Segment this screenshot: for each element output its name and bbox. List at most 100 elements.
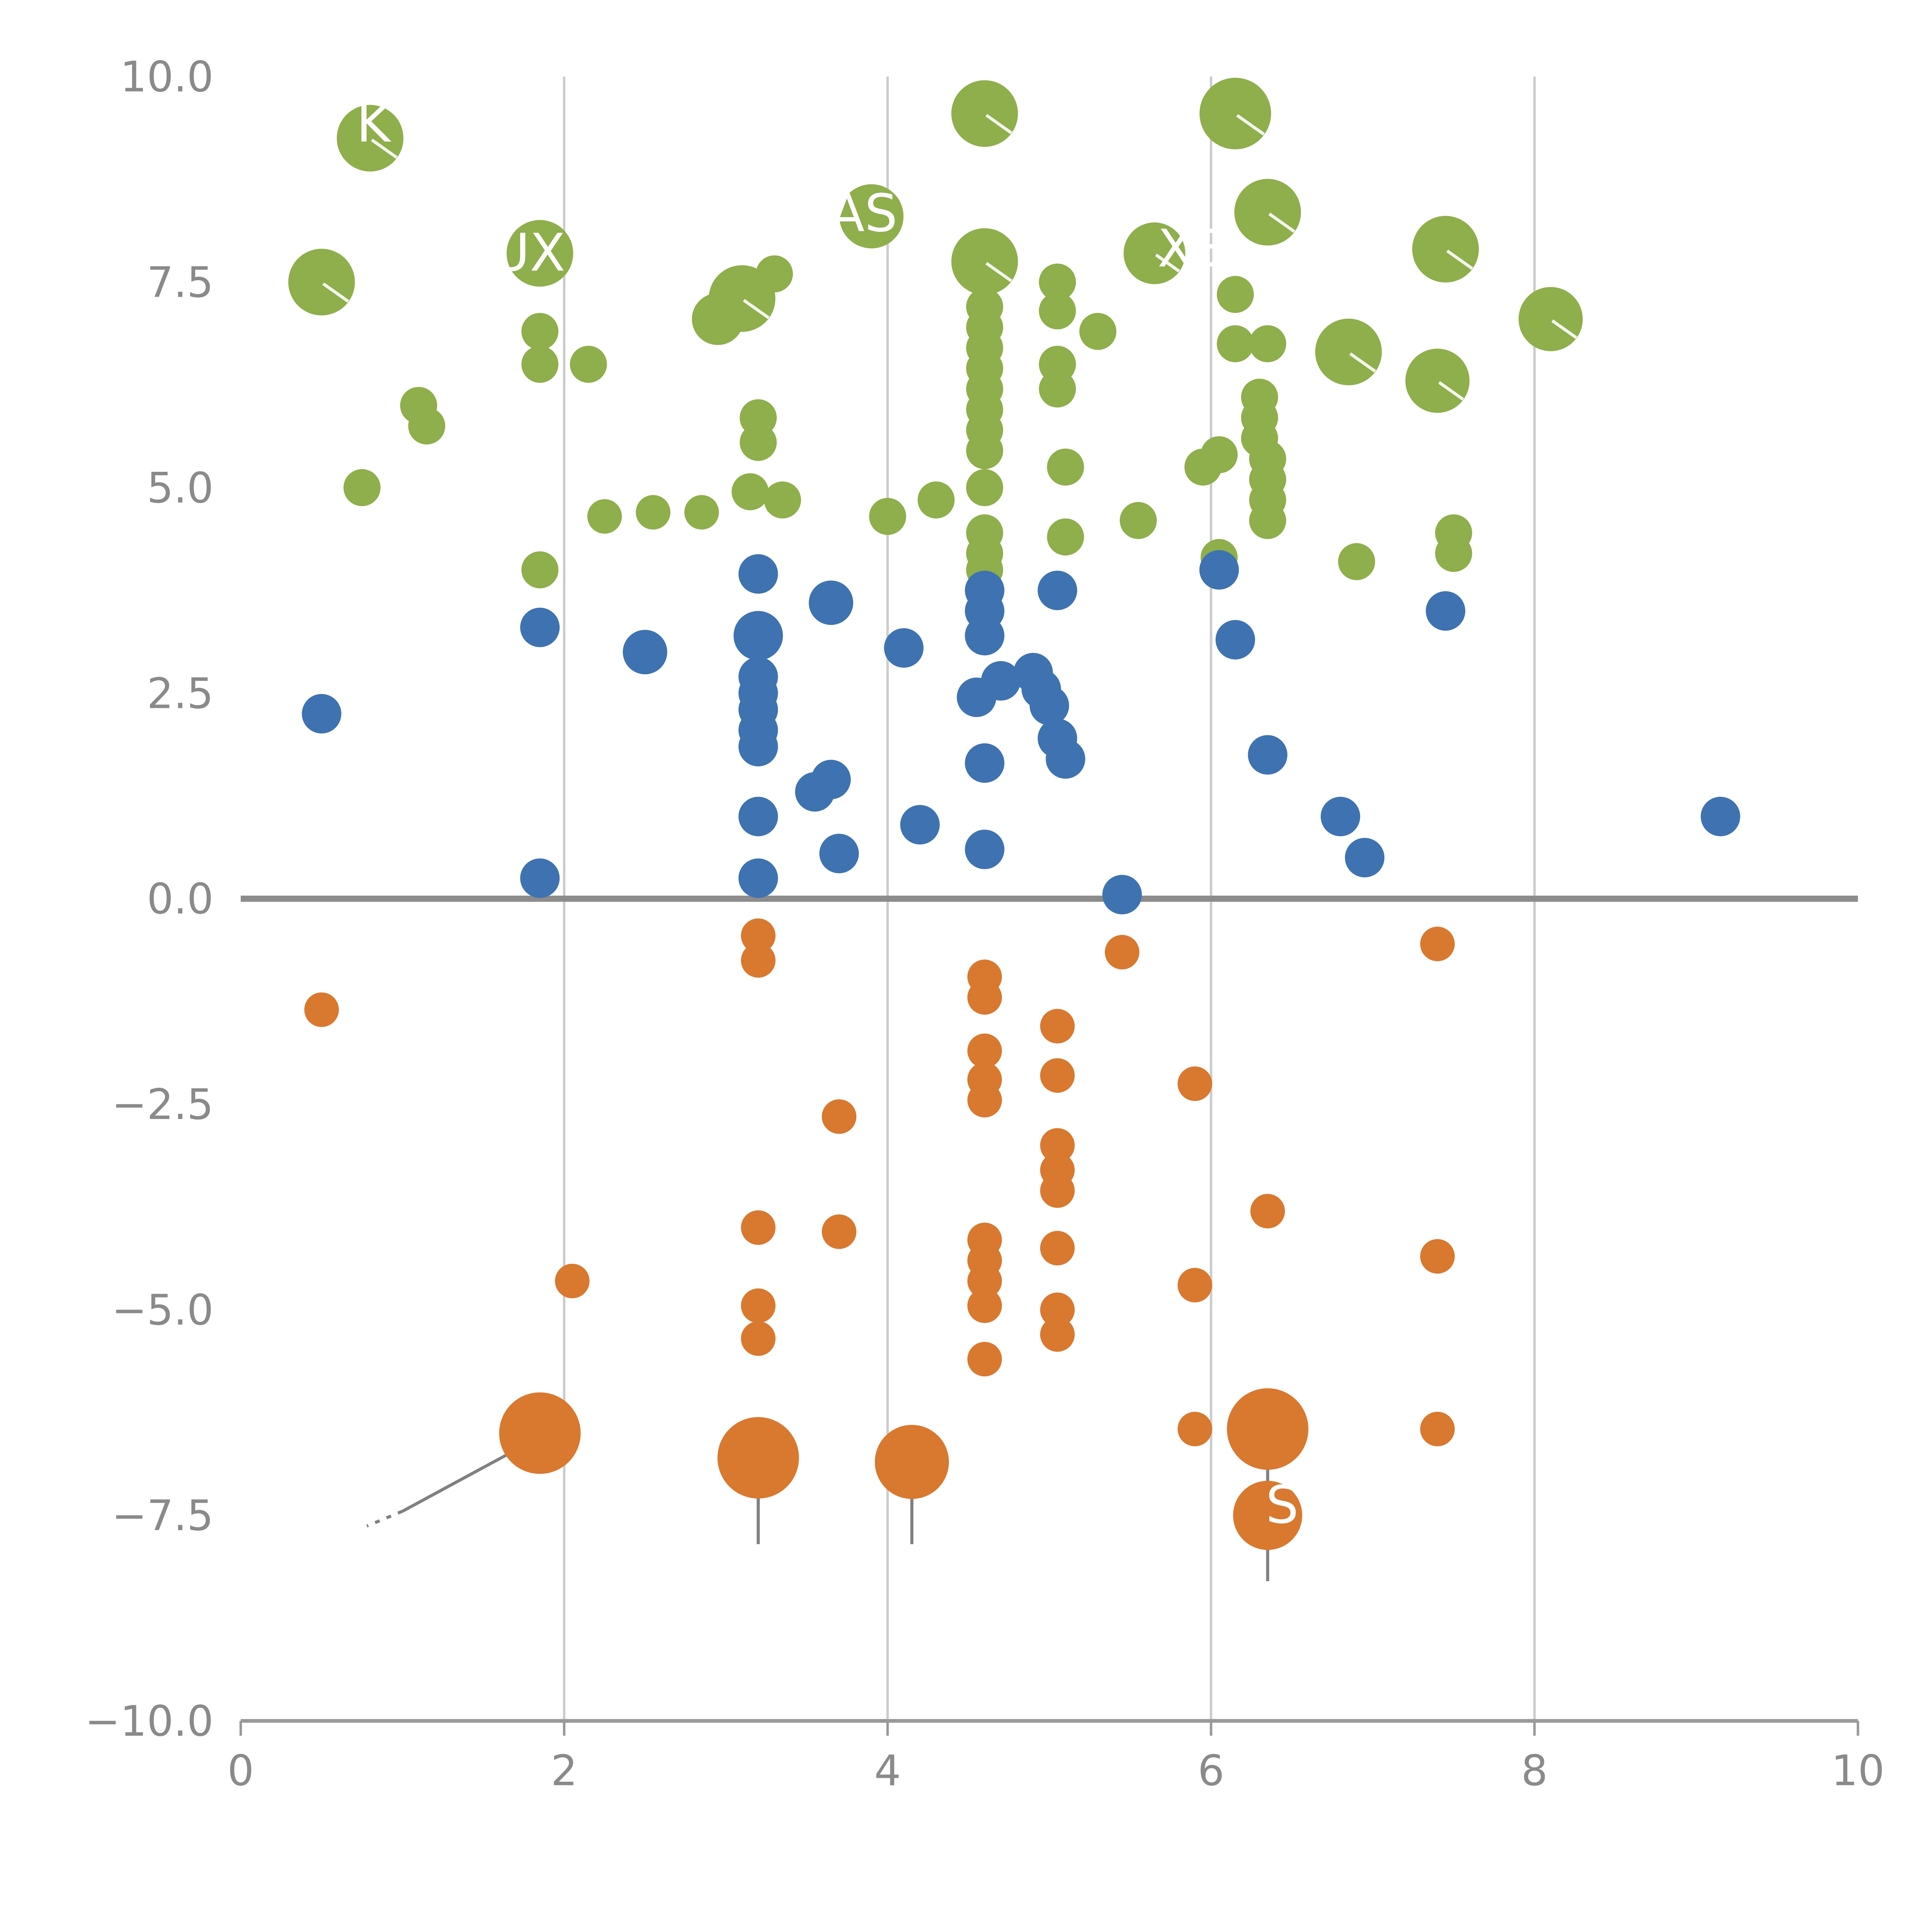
bubble-label-fragment xyxy=(1446,249,1473,270)
data-point-blue xyxy=(1345,838,1384,878)
data-point-blue xyxy=(965,616,1005,656)
data-point-green xyxy=(1315,318,1382,386)
data-point-green xyxy=(1039,292,1076,330)
data-point-green xyxy=(521,313,559,350)
data-point-green xyxy=(288,248,355,316)
data-point-orange xyxy=(1420,1239,1455,1274)
data-point-green xyxy=(839,184,904,248)
data-point-blue xyxy=(738,796,778,837)
data-point-orange xyxy=(967,1342,1002,1377)
data-point-orange xyxy=(1040,1317,1075,1352)
data-point-green xyxy=(408,407,446,445)
data-point-blue xyxy=(1425,591,1466,631)
data-point-blue xyxy=(819,833,859,873)
data-point-orange xyxy=(1105,935,1139,969)
y-tick-label: 10.0 xyxy=(120,52,214,101)
bubble-label-fragment xyxy=(985,114,1012,134)
data-point-green xyxy=(1039,370,1076,408)
data-point-green xyxy=(684,495,719,530)
data-point-green xyxy=(1338,543,1375,580)
data-point-orange xyxy=(967,980,1002,1015)
bubble-label: K xyxy=(356,93,391,154)
bubble-label: S xyxy=(1266,1475,1299,1535)
data-point-blue xyxy=(738,858,778,898)
bubble-label-fragment xyxy=(371,138,398,159)
data-point-green xyxy=(951,80,1018,147)
bubble-label-fragment xyxy=(1268,213,1295,233)
bubble-label-fragment xyxy=(1349,352,1376,373)
data-point-green xyxy=(951,228,1018,295)
data-point-green xyxy=(521,551,559,588)
data-point-green xyxy=(587,499,622,534)
data-point-orange xyxy=(717,1417,799,1499)
bubble-label-fragment xyxy=(1438,381,1464,401)
data-point-green xyxy=(1199,78,1271,150)
data-point-orange xyxy=(741,1210,776,1245)
y-tick-label: −7.5 xyxy=(112,1491,214,1540)
data-point-green xyxy=(1217,325,1254,362)
data-point-blue xyxy=(1029,685,1069,725)
data-point-green xyxy=(1079,313,1117,350)
bubble-label: UX xyxy=(492,222,565,283)
data-point-blue xyxy=(302,694,342,734)
data-point-orange xyxy=(1420,927,1455,961)
bubble-label-fragment xyxy=(1551,319,1577,339)
x-tick-label: 8 xyxy=(1521,1746,1548,1795)
data-point-green xyxy=(1047,448,1084,486)
data-point-green xyxy=(740,424,777,461)
data-point-orange xyxy=(1177,1066,1213,1101)
data-point-green xyxy=(756,255,793,293)
data-point-orange xyxy=(555,1264,590,1299)
data-point-blue xyxy=(520,858,560,898)
data-point-green xyxy=(1435,535,1472,572)
data-point-orange xyxy=(1040,1173,1075,1208)
data-point-green xyxy=(764,481,801,519)
data-point-blue xyxy=(738,727,778,767)
x-tick-label: 0 xyxy=(227,1746,254,1795)
data-point-green xyxy=(1123,222,1185,284)
data-point-blue xyxy=(1102,875,1142,915)
data-point-orange xyxy=(741,943,776,978)
data-point-blue xyxy=(981,661,1021,701)
y-tick-label: −5.0 xyxy=(112,1286,214,1335)
data-point-green xyxy=(343,469,381,506)
data-point-orange xyxy=(967,1264,1002,1299)
data-point-orange xyxy=(1040,1293,1075,1327)
y-tick-label: 2.5 xyxy=(147,669,214,718)
data-point-green xyxy=(1039,264,1076,301)
bubble-label-fragment xyxy=(1236,114,1265,136)
x-tick-label: 10 xyxy=(1831,1746,1884,1795)
bubble-label: AS xyxy=(829,183,898,243)
data-point-green xyxy=(869,498,906,535)
data-point-orange xyxy=(1227,1388,1309,1470)
data-point-orange xyxy=(1177,1412,1213,1447)
annotation-leader-line xyxy=(366,1510,403,1528)
data-point-blue xyxy=(1248,735,1287,775)
data-point-green xyxy=(1249,325,1286,362)
data-point-blue xyxy=(900,805,940,845)
data-point-blue xyxy=(965,743,1005,783)
data-point-green xyxy=(966,432,1003,469)
y-tick-label: 5.0 xyxy=(147,463,214,512)
data-point-orange xyxy=(821,1099,857,1134)
y-tick-label: 7.5 xyxy=(147,258,214,307)
data-point-green xyxy=(692,293,744,345)
data-point-green xyxy=(1412,216,1479,283)
data-point-green xyxy=(1249,502,1286,539)
data-point-blue xyxy=(1701,796,1740,837)
data-point-orange xyxy=(1040,1128,1075,1163)
data-point-green xyxy=(1047,518,1084,556)
data-point-orange xyxy=(1420,1412,1455,1447)
data-point-green xyxy=(636,495,670,530)
data-point-green xyxy=(1519,287,1583,351)
data-point-blue xyxy=(965,830,1005,869)
data-point-orange xyxy=(967,1083,1002,1117)
data-point-blue xyxy=(622,630,667,675)
x-tick-label: 2 xyxy=(551,1746,578,1795)
bubble-label-fragment xyxy=(743,299,770,319)
data-point-orange xyxy=(741,918,776,953)
data-point-blue xyxy=(1199,550,1239,590)
data-point-orange xyxy=(967,1033,1002,1068)
data-point-blue xyxy=(1046,739,1085,779)
